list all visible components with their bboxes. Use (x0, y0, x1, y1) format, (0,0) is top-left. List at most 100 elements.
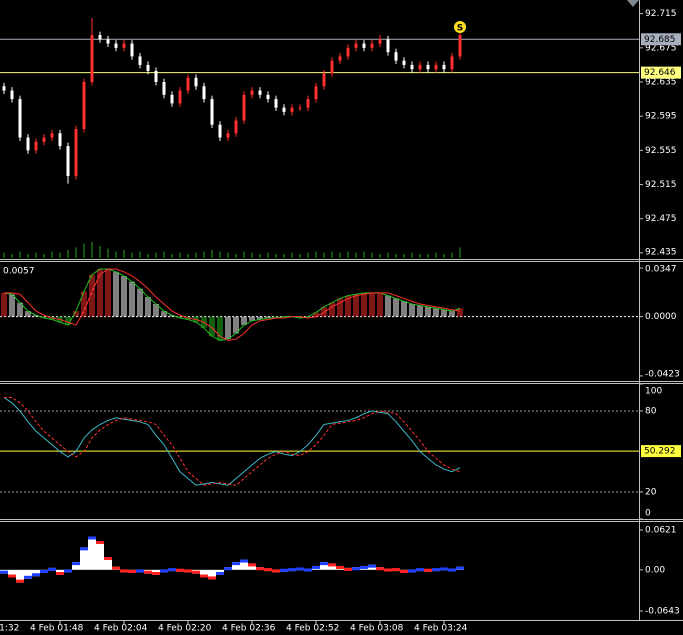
candle-body (458, 35, 462, 57)
x-tick-label: 4 Feb 03:24 (414, 624, 468, 634)
annotation-marker (454, 21, 466, 33)
oscillator-bar (8, 569, 16, 578)
candle-body (330, 60, 334, 74)
price-label: 92.646 (644, 68, 676, 78)
oscillator-cap (312, 565, 320, 569)
candle-body (10, 90, 14, 100)
y-tick-label: -0.0643 (645, 607, 680, 617)
candle-body (74, 129, 78, 176)
candle-body (354, 43, 358, 48)
x-tick-label: 4 Feb 01:32 (0, 624, 19, 634)
oscillator-cap (320, 562, 328, 566)
y-tick-label: 92.515 (645, 180, 677, 190)
y-tick-label: 92.435 (645, 248, 677, 258)
candle-body (218, 124, 222, 138)
candle-body (58, 133, 62, 147)
oscillator-cap (328, 563, 336, 567)
candle-body (322, 73, 326, 87)
candle-body (210, 99, 214, 125)
y-tick-label: 0.0347 (645, 265, 677, 275)
annotation: S (457, 24, 463, 34)
price-label-box (641, 66, 681, 79)
price-label-box (641, 33, 681, 46)
oscillator-bar (16, 569, 24, 583)
plot-area: S 0.0057 (0, 17, 639, 583)
oscillator-cap (152, 571, 160, 575)
oscillator-cap (400, 570, 408, 574)
candle-body (234, 120, 238, 134)
candle-body (50, 133, 54, 138)
candle-body (418, 64, 422, 70)
candle-body (146, 64, 150, 71)
y-tick-label: 92.675 (645, 43, 677, 53)
values-line (3, 397, 461, 486)
candle-body (242, 94, 246, 121)
candle-body (378, 39, 382, 44)
oscillator-cap (304, 568, 312, 572)
oscillator-bar (328, 563, 336, 570)
price-label: 92.685 (644, 35, 676, 45)
candle-body (410, 64, 414, 70)
candle-body (98, 35, 102, 40)
y-tick-label: 92.635 (645, 78, 677, 88)
oscillator-bar (104, 556, 112, 570)
oscillator-cap (392, 568, 400, 572)
y-tick-label: 80 (645, 407, 657, 417)
oscillator-bar (96, 540, 104, 570)
oscillator-cap (0, 570, 8, 574)
oscillator-cap (104, 556, 112, 560)
oscillator-cap (408, 569, 416, 573)
oscillator-cap (360, 565, 368, 569)
candle-body (2, 86, 6, 91)
oscillator-cap (32, 573, 40, 577)
oscillator-cap (72, 562, 80, 566)
oscillator-cap (24, 575, 32, 579)
oscillator-bar (32, 569, 40, 577)
oscillator-cap (80, 547, 88, 551)
oscillator-cap (88, 536, 96, 540)
values-line (3, 268, 461, 342)
candle-body (130, 43, 134, 57)
oscillator-cap (160, 569, 168, 573)
candle-body (258, 90, 262, 95)
y-tick-label: 100 (645, 387, 662, 397)
candle-body (154, 70, 158, 83)
oscillator-cap (368, 564, 376, 568)
shift-marker (627, 0, 639, 7)
candle-body (194, 77, 198, 87)
oscillator-bar (232, 562, 240, 570)
candle-body (386, 39, 390, 53)
candle-body (450, 56, 454, 70)
signal-line (4, 397, 461, 486)
x-tick-label: 4 Feb 02:36 (222, 624, 276, 634)
candle-body (18, 99, 22, 138)
oscillator-cap (184, 569, 192, 573)
candle-body (250, 90, 254, 95)
candle-body (282, 107, 286, 112)
candle-body (178, 90, 182, 104)
candle-body (314, 86, 318, 100)
candle-body (226, 133, 230, 138)
y-tick-label: 0.0000 (645, 312, 677, 322)
candle-body (362, 43, 366, 48)
candle-body (114, 43, 118, 48)
y-tick-label: 20 (645, 488, 657, 498)
oscillator-cap (416, 568, 424, 572)
oscillator-cap (224, 567, 232, 571)
y-tick-label: 92.475 (645, 214, 677, 224)
oscillator-cap (56, 571, 64, 575)
candle-body (298, 107, 302, 109)
oscillator-cap (176, 568, 184, 572)
oscillator-cap (248, 563, 256, 567)
oscillator-cap (168, 568, 176, 572)
oscillator-cap (112, 566, 120, 570)
y-tick-label: 0.0621 (645, 526, 677, 536)
oscillator-cap (208, 576, 216, 580)
candle-body (138, 56, 142, 65)
x-tick-label: 4 Feb 01:48 (30, 624, 84, 634)
x-tick-label: 4 Feb 02:52 (286, 624, 339, 634)
oscillator-cap (192, 570, 200, 574)
oscillator-bar (24, 569, 32, 579)
